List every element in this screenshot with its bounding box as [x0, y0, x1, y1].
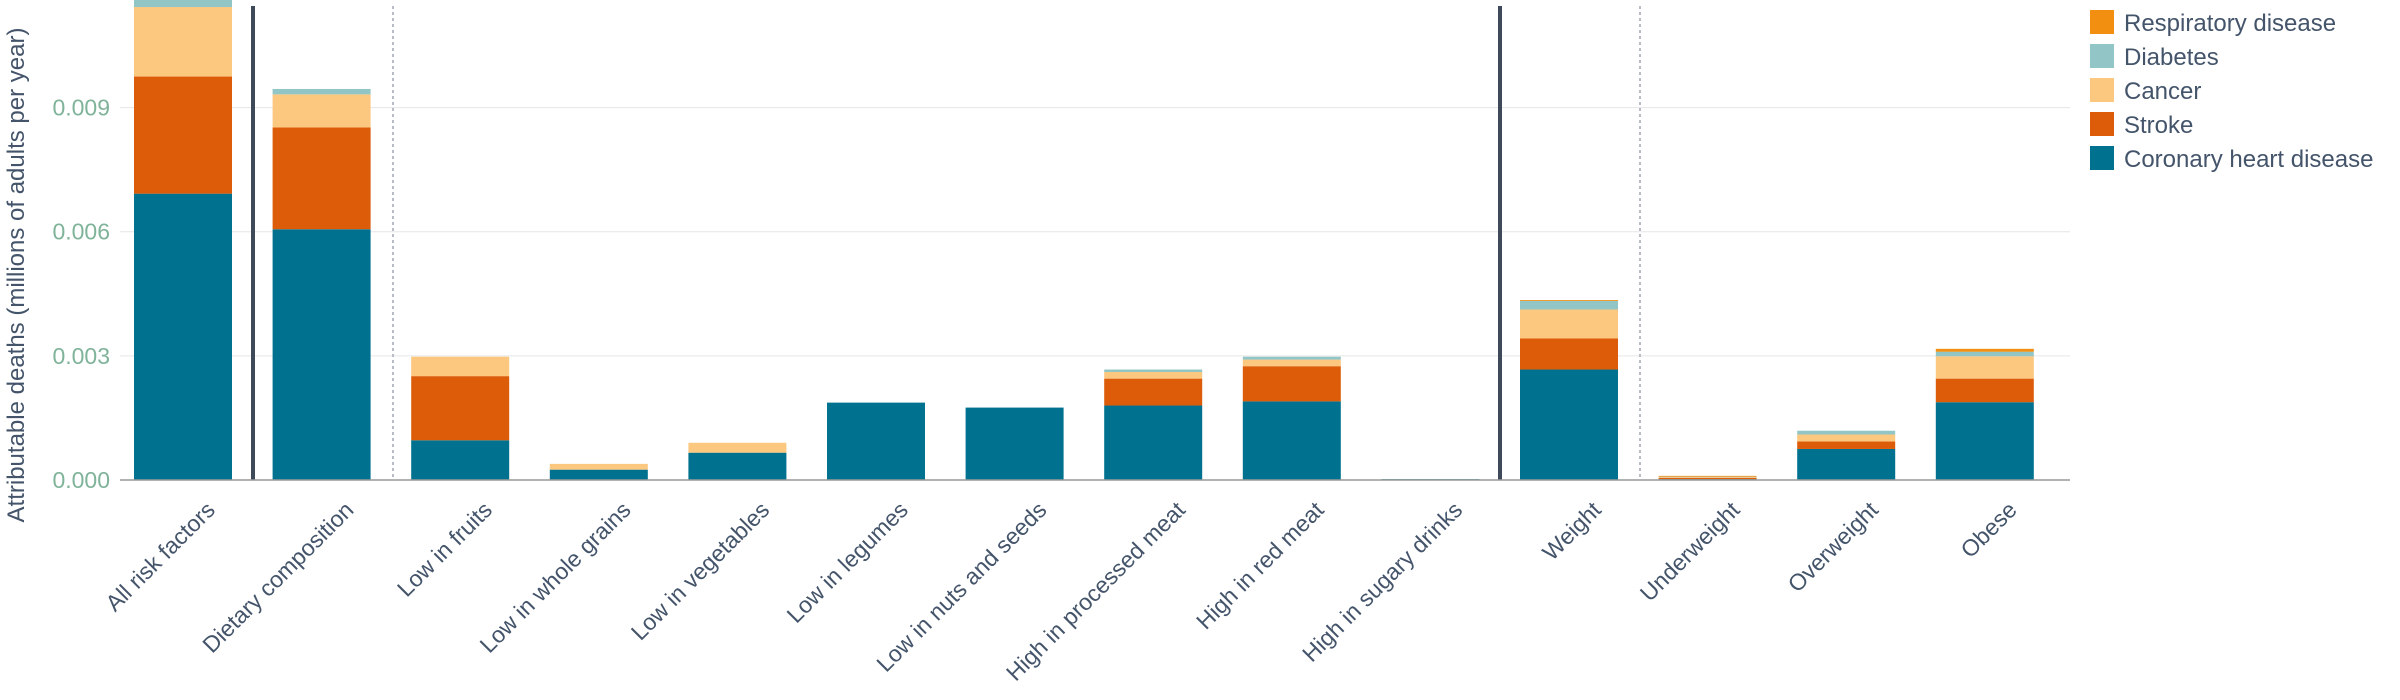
bar-segment-diabetes: [1797, 430, 1896, 435]
x-tick-label: High in red meat: [1191, 496, 1329, 634]
legend-swatch: [2090, 10, 2114, 34]
bar-segment-diabetes: [1935, 351, 2034, 357]
legend-label: Stroke: [2124, 112, 2193, 139]
x-tick-label: All risk factors: [100, 497, 220, 617]
bar-segment-coronary-heart-disease: [411, 440, 510, 480]
bar-segment-coronary-heart-disease: [1520, 369, 1618, 480]
x-tick-label: Low in legumes: [782, 497, 913, 628]
legend-swatch: [2090, 44, 2114, 68]
bar-segment-coronary-heart-disease: [1104, 405, 1203, 480]
bar-segment-diabetes: [134, 0, 232, 8]
legend-swatch: [2090, 78, 2114, 102]
legend-swatch: [2090, 112, 2114, 136]
legend-label: Coronary heart disease: [2124, 146, 2373, 173]
x-tick-label: Low in vegetables: [626, 497, 775, 646]
bars: [134, 0, 2034, 481]
bar-segment-coronary-heart-disease: [1242, 401, 1341, 480]
bar-segment-diabetes: [1104, 369, 1203, 372]
bar-segment-coronary-heart-disease: [134, 193, 232, 481]
bar-segment-coronary-heart-disease: [965, 407, 1064, 480]
bar-segment-diabetes: [1658, 476, 1757, 478]
bar-segment-respiratory-disease: [1520, 300, 1618, 301]
bar-segment-cancer: [1104, 372, 1203, 379]
bar-segment-stroke: [1658, 477, 1757, 480]
bar-segment-cancer: [1797, 434, 1896, 442]
bar-segment-coronary-heart-disease: [272, 229, 371, 480]
group-separators: [251, 6, 1641, 480]
bar-segment-stroke: [1520, 338, 1618, 370]
bar-segment-cancer: [272, 94, 371, 128]
bar-segment-cancer: [688, 442, 787, 453]
bar-segment-diabetes: [272, 88, 371, 95]
legend-label: Cancer: [2124, 78, 2201, 105]
bar-segment-diabetes: [1520, 300, 1618, 310]
bar-segment-cancer: [1242, 359, 1341, 367]
y-axis-title: Attributable deaths (millions of adults …: [3, 28, 30, 523]
y-tick-label: 0.009: [52, 95, 110, 121]
gridlines: [120, 107, 2070, 357]
bar-segment-coronary-heart-disease: [688, 452, 787, 480]
x-tick-label: Low in fruits: [392, 497, 497, 602]
bar-segment-cancer: [549, 463, 648, 470]
bar-segment-cancer: [134, 7, 232, 77]
x-tick-label: Dietary composition: [197, 497, 358, 658]
x-tick-label: Weight: [1537, 496, 1606, 565]
bar-segment-diabetes: [1242, 356, 1341, 360]
bar-segment-stroke: [411, 376, 510, 441]
bar-segment-stroke: [1242, 366, 1341, 402]
y-tick-label: 0.003: [52, 343, 110, 369]
legend-swatch: [2090, 146, 2114, 170]
y-tick-label: 0.006: [52, 219, 110, 245]
legend-label: Diabetes: [2124, 44, 2219, 71]
bar-segment-coronary-heart-disease: [549, 469, 648, 480]
bar-segment-respiratory-disease: [1935, 348, 2034, 352]
bar-segment-cancer: [411, 356, 510, 377]
bar-segment-coronary-heart-disease: [827, 402, 925, 480]
bar-segment-cancer: [1658, 477, 1757, 478]
x-tick-label: Low in whole grains: [474, 497, 635, 658]
bar-segment-respiratory-disease: [1658, 475, 1757, 477]
legend: Respiratory disease Diabetes Cancer Stroke C…: [2090, 10, 2373, 173]
x-tick-label: Overweight: [1782, 496, 1883, 597]
bar-segment-cancer: [1520, 309, 1618, 339]
bar-segment-stroke: [272, 127, 371, 230]
bar-segment-stroke: [1935, 378, 2034, 403]
y-tick-label: 0.000: [52, 467, 110, 493]
bar-segment-stroke: [1797, 441, 1896, 449]
bar-segment-coronary-heart-disease: [1935, 402, 2034, 480]
legend-label: Respiratory disease: [2124, 10, 2336, 37]
bar-segment-stroke: [134, 76, 232, 194]
bar-segment-cancer: [1935, 356, 2034, 379]
x-tick-label: Underweight: [1635, 496, 1745, 606]
bar-segment-coronary-heart-disease: [1797, 448, 1896, 480]
x-tick-label: High in sugary drinks: [1297, 497, 1467, 667]
x-tick-label: Obese: [1955, 497, 2021, 563]
bar-segment-stroke: [1104, 378, 1203, 406]
